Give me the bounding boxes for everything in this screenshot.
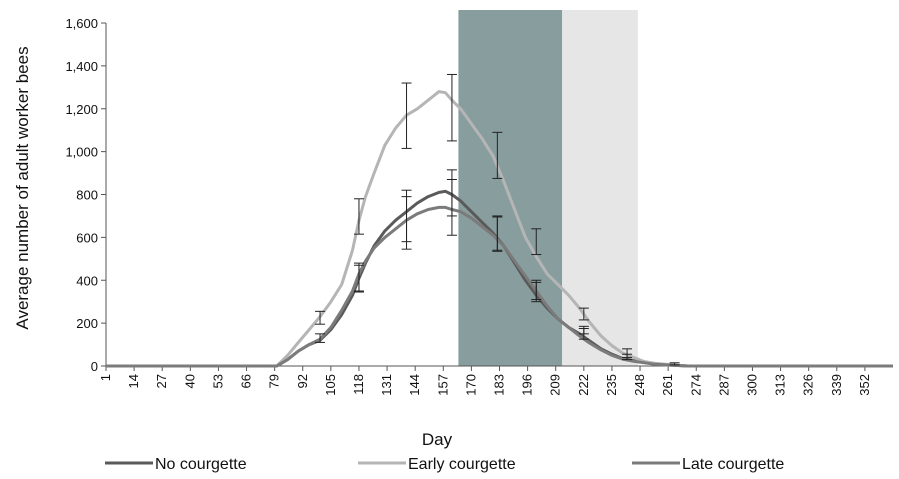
series-line-late-courgette [106, 205, 893, 368]
y-tick-label: 1,200 [65, 102, 98, 117]
series-lines [106, 90, 893, 368]
x-tick-label: 144 [407, 374, 422, 396]
x-tick-label: 131 [379, 374, 394, 396]
x-tick-label: 209 [548, 374, 563, 396]
x-tick-label: 27 [154, 374, 169, 388]
x-tick-label: 287 [716, 374, 731, 396]
error-bar [315, 310, 326, 325]
legend-item-late-courgette: Late courgette [632, 456, 784, 473]
y-axis-title: Average number of adult worker bees [13, 46, 32, 329]
x-tick-label: 79 [267, 374, 282, 388]
x-tick-label: 157 [435, 374, 450, 396]
y-tick-label: 1,600 [65, 16, 98, 31]
error-bar [315, 333, 326, 343]
x-tick-label: 40 [182, 374, 197, 388]
shaded-regions [458, 10, 638, 366]
axes: 0 200 400 600 800 1,000 1,200 1,400 1,600 1 14 27 40… [65, 16, 893, 396]
y-tick-label: 800 [76, 188, 98, 203]
x-tick-label: 183 [492, 374, 507, 396]
error-bar [446, 169, 457, 217]
shaded-region-2 [562, 10, 638, 366]
x-axis-title: Day [422, 430, 453, 449]
y-tick-label: 1,400 [65, 59, 98, 74]
error-bar [531, 281, 542, 301]
x-tick-label: 66 [239, 374, 254, 388]
legend-label: No courgette [155, 456, 247, 473]
x-tick-label: 196 [520, 374, 535, 396]
x-tick-label: 1 [98, 374, 113, 381]
x-tick-label: 261 [660, 374, 675, 396]
error-bar [531, 228, 542, 256]
legend: No courgette Early courgette Late courgett… [105, 456, 784, 473]
x-tick-label: 14 [126, 374, 141, 388]
x-tick-label: 352 [857, 374, 872, 396]
legend-label: Early courgette [408, 456, 516, 473]
legend-label: Late courgette [682, 456, 784, 473]
error-bar [446, 73, 457, 142]
x-tick-label: 53 [210, 374, 225, 388]
y-tick-label: 0 [91, 359, 98, 374]
error-bar [492, 216, 503, 251]
error-bar [401, 196, 412, 243]
error-bar [492, 131, 503, 179]
y-tick-label: 600 [76, 230, 98, 245]
error-bar [401, 82, 412, 149]
shaded-region-1 [458, 10, 563, 366]
x-tick-label: 326 [801, 374, 816, 396]
legend-item-no-courgette: No courgette [105, 456, 247, 473]
error-bar [353, 262, 364, 292]
x-tick-label: 235 [604, 374, 619, 396]
x-tick-label: 222 [576, 374, 591, 396]
series-line-early-courgette [106, 90, 893, 368]
x-tick-label: 300 [744, 374, 759, 396]
x-tick-label: 105 [323, 374, 338, 396]
error-bar [622, 348, 633, 358]
error-bar [353, 198, 364, 235]
error-bar [578, 327, 589, 340]
x-tick-label: 170 [463, 374, 478, 396]
y-tick-label: 200 [76, 316, 98, 331]
error-bars [315, 73, 680, 366]
y-tick-label: 1,000 [65, 145, 98, 160]
x-tick-label: 248 [632, 374, 647, 396]
error-bar [578, 307, 589, 321]
x-tick-label: 339 [829, 374, 844, 396]
y-tick-label: 400 [76, 273, 98, 288]
x-tick-label: 92 [295, 374, 310, 388]
error-bar [669, 362, 680, 366]
x-tick-label: 118 [351, 374, 366, 395]
legend-item-early-courgette: Early courgette [358, 456, 516, 473]
x-tick-label: 274 [688, 374, 703, 396]
x-tick-label: 313 [773, 374, 788, 396]
